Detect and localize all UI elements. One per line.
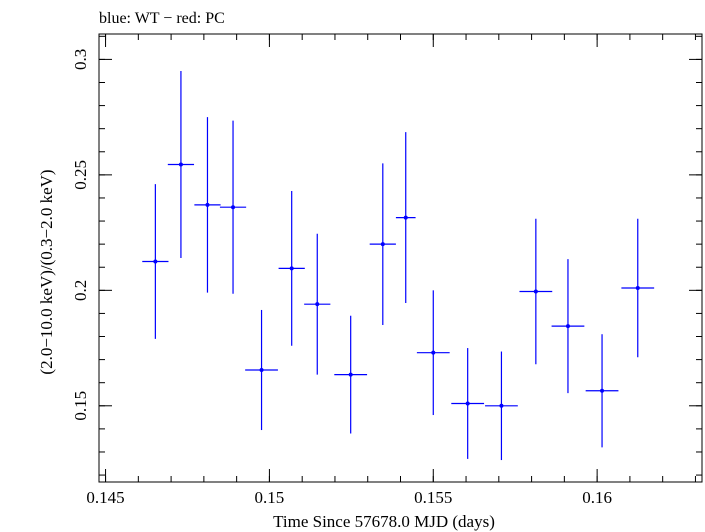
y-tick-label: 0.3: [71, 49, 90, 70]
point-marker: [178, 162, 183, 167]
y-tick-label: 0.15: [71, 391, 90, 421]
x-tick-label: 0.15: [255, 488, 285, 507]
point-marker: [499, 403, 504, 408]
data-point: [304, 233, 331, 375]
data-point: [551, 259, 585, 394]
data-point: [621, 218, 655, 358]
data-point: [278, 191, 305, 346]
point-marker: [348, 372, 353, 377]
point-marker: [635, 286, 640, 291]
point-marker: [533, 289, 538, 294]
data-point: [142, 184, 169, 339]
chart-title: blue: WT − red: PC: [99, 10, 225, 27]
data-point: [245, 309, 278, 431]
data-point: [334, 315, 368, 434]
plot-frame: [98, 33, 703, 483]
x-tick-label: 0.145: [86, 488, 124, 507]
point-marker: [259, 368, 264, 372]
data-point: [585, 334, 619, 448]
data-point: [194, 117, 221, 293]
point-marker: [205, 202, 210, 207]
x-tick-label: 0.16: [582, 488, 612, 507]
point-marker: [403, 215, 408, 220]
data-point: [451, 348, 485, 459]
data-point: [167, 70, 195, 258]
point-marker: [600, 388, 605, 393]
point-marker: [565, 324, 570, 329]
axis-ticks: [99, 34, 702, 482]
point-marker: [380, 242, 385, 247]
point-marker: [431, 350, 436, 355]
point-marker: [289, 266, 294, 271]
y-tick-label: 0.25: [71, 160, 90, 190]
data-point: [485, 351, 518, 461]
point-marker: [315, 302, 320, 307]
point-marker: [231, 205, 236, 210]
point-marker: [153, 259, 158, 264]
x-tick-label: 0.155: [414, 488, 452, 507]
y-tick-label: 0.2: [71, 280, 90, 301]
tick-labels: 0.145 0.15 0.155 0.16 0.15 0.2 0.25 0.3: [71, 49, 612, 507]
data-point: [369, 163, 396, 325]
data-point: [219, 120, 247, 294]
data-point: [395, 132, 416, 304]
data-point: [519, 218, 553, 365]
data-points: [142, 70, 655, 461]
x-axis-label: Time Since 57678.0 MJD (days): [273, 512, 495, 531]
point-marker: [465, 401, 470, 406]
data-point: [416, 290, 450, 416]
y-axis-label: (2.0−10.0 keV)/(0.3−2.0 keV): [37, 169, 56, 374]
